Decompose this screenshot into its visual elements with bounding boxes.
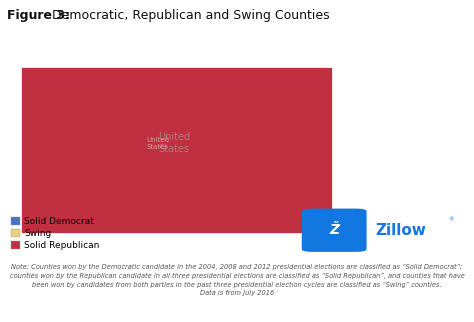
Text: Figure 3:: Figure 3: [7, 9, 70, 22]
Text: Note: Counties won by the Democratic candidate in the 2004, 2008 and 2012 presid: Note: Counties won by the Democratic can… [9, 264, 465, 296]
FancyBboxPatch shape [21, 67, 332, 233]
Text: Democratic, Republican and Swing Counties: Democratic, Republican and Swing Countie… [48, 9, 329, 22]
FancyBboxPatch shape [302, 209, 366, 252]
Text: ®: ® [448, 218, 454, 223]
Legend: Solid Democrat, Swing, Solid Republican: Solid Democrat, Swing, Solid Republican [9, 214, 102, 252]
Text: United
States: United States [146, 137, 169, 150]
Text: Zillow: Zillow [375, 223, 426, 238]
Text: United
States: United States [158, 132, 190, 154]
Text: Ž: Ž [329, 223, 339, 237]
